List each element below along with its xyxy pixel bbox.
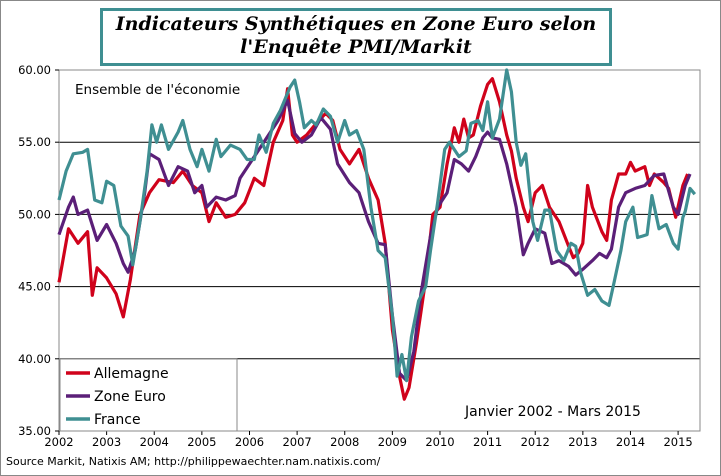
y-tick-label: 60.00 bbox=[18, 63, 51, 77]
plot-area bbox=[58, 69, 701, 432]
x-tick-label: 2005 bbox=[187, 435, 216, 449]
y-tick-label: 55.00 bbox=[18, 135, 51, 149]
x-tick-label: 2010 bbox=[425, 435, 454, 449]
y-tick-label: 35.00 bbox=[18, 424, 51, 438]
date-range-annotation: Janvier 2002 - Mars 2015 bbox=[464, 404, 641, 420]
x-tick-label: 2008 bbox=[330, 435, 359, 449]
chart-subtitle: Ensemble de l'économie bbox=[75, 82, 240, 98]
series-lines bbox=[57, 68, 697, 401]
legend-label: Allemagne bbox=[94, 366, 169, 382]
title-line-1: Indicateurs Synthétiques en Zone Euro se… bbox=[115, 13, 597, 35]
title-line-2: l'Enquête PMI/Markit bbox=[240, 36, 472, 58]
x-tick-label: 2006 bbox=[235, 435, 264, 449]
x-tick-label: 2011 bbox=[473, 435, 502, 449]
x-axis: 2002 2003 2004 2005 2006 2007 2008 2009 2010 2011… bbox=[44, 431, 693, 449]
x-tick-label: 2014 bbox=[616, 435, 645, 449]
x-tick-label: 2003 bbox=[92, 435, 121, 449]
legend-label: France bbox=[94, 412, 141, 428]
y-tick-label: 45.00 bbox=[18, 280, 51, 294]
chart-title: Indicateurs Synthétiques en Zone Euro se… bbox=[100, 8, 612, 66]
y-tick-label: 50.00 bbox=[18, 207, 51, 221]
source-note: Source Markit, Natixis AM; http://philip… bbox=[6, 455, 381, 468]
series-line-france bbox=[57, 68, 697, 383]
x-tick-label: 2004 bbox=[140, 435, 169, 449]
x-tick-label: 2007 bbox=[282, 435, 311, 449]
y-tick-label: 40.00 bbox=[18, 352, 51, 366]
legend: Allemagne Zone Euro France bbox=[59, 358, 238, 432]
x-tick-label: 2013 bbox=[568, 435, 597, 449]
x-tick-label: 2012 bbox=[521, 435, 550, 449]
x-tick-label: 2002 bbox=[44, 435, 73, 449]
legend-label: Zone Euro bbox=[94, 389, 166, 405]
x-tick-label: 2015 bbox=[663, 435, 692, 449]
y-axis: 35.00 40.00 45.00 50.00 55.00 60.00 bbox=[18, 63, 59, 438]
x-tick-label: 2009 bbox=[378, 435, 407, 449]
